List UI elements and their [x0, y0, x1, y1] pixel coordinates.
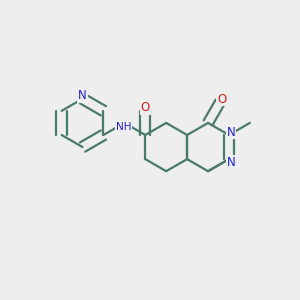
Text: N: N [227, 125, 236, 139]
Text: N: N [227, 156, 236, 169]
Text: O: O [141, 101, 150, 114]
Text: NH: NH [116, 122, 131, 132]
Text: N: N [78, 89, 87, 102]
Text: O: O [217, 93, 226, 106]
